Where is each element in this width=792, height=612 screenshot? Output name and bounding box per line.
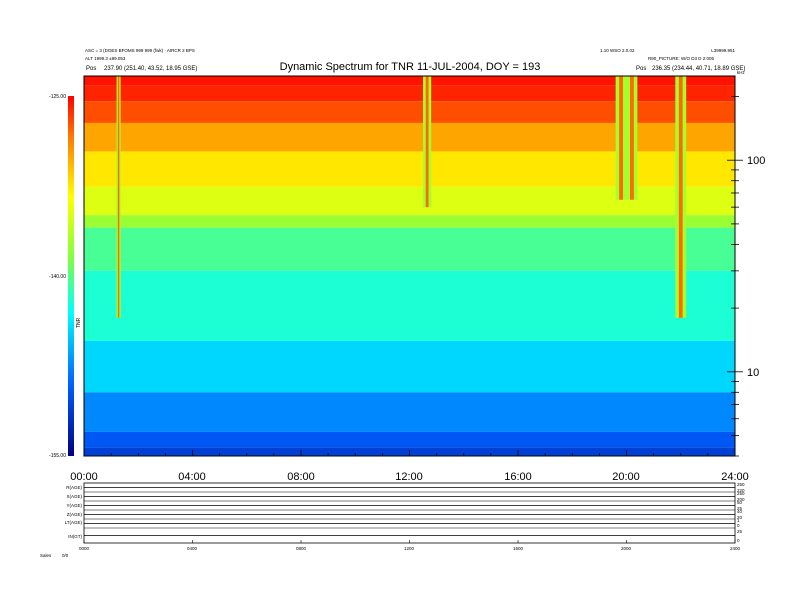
colorbar-label: TNR: [76, 317, 82, 328]
time-axis: 00:00 04:00 08:00 12:00 16:00 20:00 24:0…: [70, 450, 749, 483]
orbit-right-tick: 20: [737, 515, 743, 520]
x-tick-label: 16:00: [504, 471, 532, 483]
y-tick-label: 100: [747, 155, 765, 167]
orbit-right-tick: 200: [737, 497, 745, 502]
colorbar-tick-top: -125.00: [49, 94, 66, 100]
spectrogram-band: [84, 215, 735, 228]
orbit-x-tick: 2400: [730, 546, 741, 551]
orbit-right-tick: 1: [737, 518, 740, 523]
orbit-rows: [83, 487, 736, 543]
header-left-line-2: ALT 1999.3 ±99.053: [85, 56, 126, 61]
burst-core: [619, 76, 623, 200]
spectrogram: [84, 76, 735, 456]
orbit-right-tick: 0: [737, 523, 740, 528]
burst: [626, 76, 638, 200]
header-right-line-1: 1.10 WSO 2.0.02: [600, 48, 635, 53]
orbit-right-tick: 25: [737, 506, 743, 511]
x-tick-label: 04:00: [178, 471, 206, 483]
burst: [615, 76, 627, 200]
y-tick-label: 10: [747, 367, 759, 379]
footer-label: Sales: [40, 553, 52, 558]
orbit-x-tick: 1600: [513, 546, 524, 551]
header-right-pos-label: Pos: [636, 66, 646, 72]
x-tick-label: 12:00: [395, 471, 423, 483]
colorbar-tick-bottom: -155.00: [49, 453, 66, 459]
x-tick-label: 24:00: [721, 471, 749, 483]
orbit-x-tick: 1200: [404, 546, 415, 551]
orbit-right-tick: 250: [737, 482, 745, 487]
colorbar: [68, 96, 74, 456]
orbit-right-tick: 220: [737, 488, 745, 493]
header-right-line-3: R90_PICTURE: W/O D3 D 2:005: [648, 56, 715, 61]
burst-core: [117, 76, 120, 318]
x-tick-label: 00:00: [70, 471, 98, 483]
orbit-right-tick: 0: [737, 538, 740, 543]
spectrogram-band: [84, 340, 735, 393]
spectrogram-band: [84, 392, 735, 432]
spectrogram-band: [84, 101, 735, 123]
orbit-right-tick: 50: [737, 500, 743, 505]
frequency-axis: 10 100: [727, 96, 765, 457]
orbit-x-tick: 0000: [79, 546, 90, 551]
spectrogram-band: [84, 76, 735, 86]
burst: [423, 76, 432, 208]
orbit-label: X(AGE): [66, 494, 82, 499]
orbit-x-tick: 0800: [296, 546, 307, 551]
header-right-pos-value: 236.35 (234.44, 40.71, 18.89 GSE): [652, 66, 745, 72]
orbit-right-tick: 250: [737, 491, 745, 496]
burst-core: [678, 76, 683, 318]
colorbar-tick-mid: -140.00: [49, 274, 66, 280]
burst-core: [630, 76, 634, 200]
orbit-label: R(AGE): [66, 485, 82, 490]
spectrogram-band: [84, 270, 735, 341]
header-right-line-2: L39999.951: [711, 48, 735, 53]
chart-title: Dynamic Spectrum for TNR 11-JUL-2004, DO…: [280, 61, 541, 73]
burst-core: [425, 76, 429, 208]
header-left-pos-value: 237.90 (251.40, 43.52, 18.95 GSE): [104, 66, 197, 72]
orbit-panel: R(AGE) X(AGE) Y(AGE) Z(AGE) LT(AGE) IN(G…: [65, 482, 745, 551]
orbit-right-tick: 25: [737, 529, 743, 534]
orbit-right-tick: 40: [737, 509, 743, 514]
figure-header: Dynamic Spectrum for TNR 11-JUL-2004, DO…: [85, 48, 745, 73]
orbit-x-tick: 2000: [621, 546, 632, 551]
footer-value: 0/0: [62, 553, 69, 558]
burst: [675, 76, 687, 318]
frequency-unit-label: kHz: [737, 70, 745, 75]
spectrogram-band: [84, 85, 735, 102]
spectrogram-band: [84, 431, 735, 448]
orbit-label: Z(AGE): [67, 512, 83, 517]
orbit-x-tick: 0400: [187, 546, 198, 551]
orbit-label: LT(AGE): [65, 520, 83, 525]
burst: [116, 76, 121, 318]
header-left-line-1: ASC = 3 (DOES BFOMS 999 999 (fwk) · AIRC…: [85, 48, 195, 53]
x-tick-label: 20:00: [612, 471, 640, 483]
orbit-label: IN(GT): [68, 534, 82, 539]
orbit-label: Y(AGE): [66, 503, 82, 508]
spectrogram-band: [84, 227, 735, 271]
header-left-pos-label: Pos: [86, 66, 96, 72]
x-tick-label: 08:00: [287, 471, 315, 483]
